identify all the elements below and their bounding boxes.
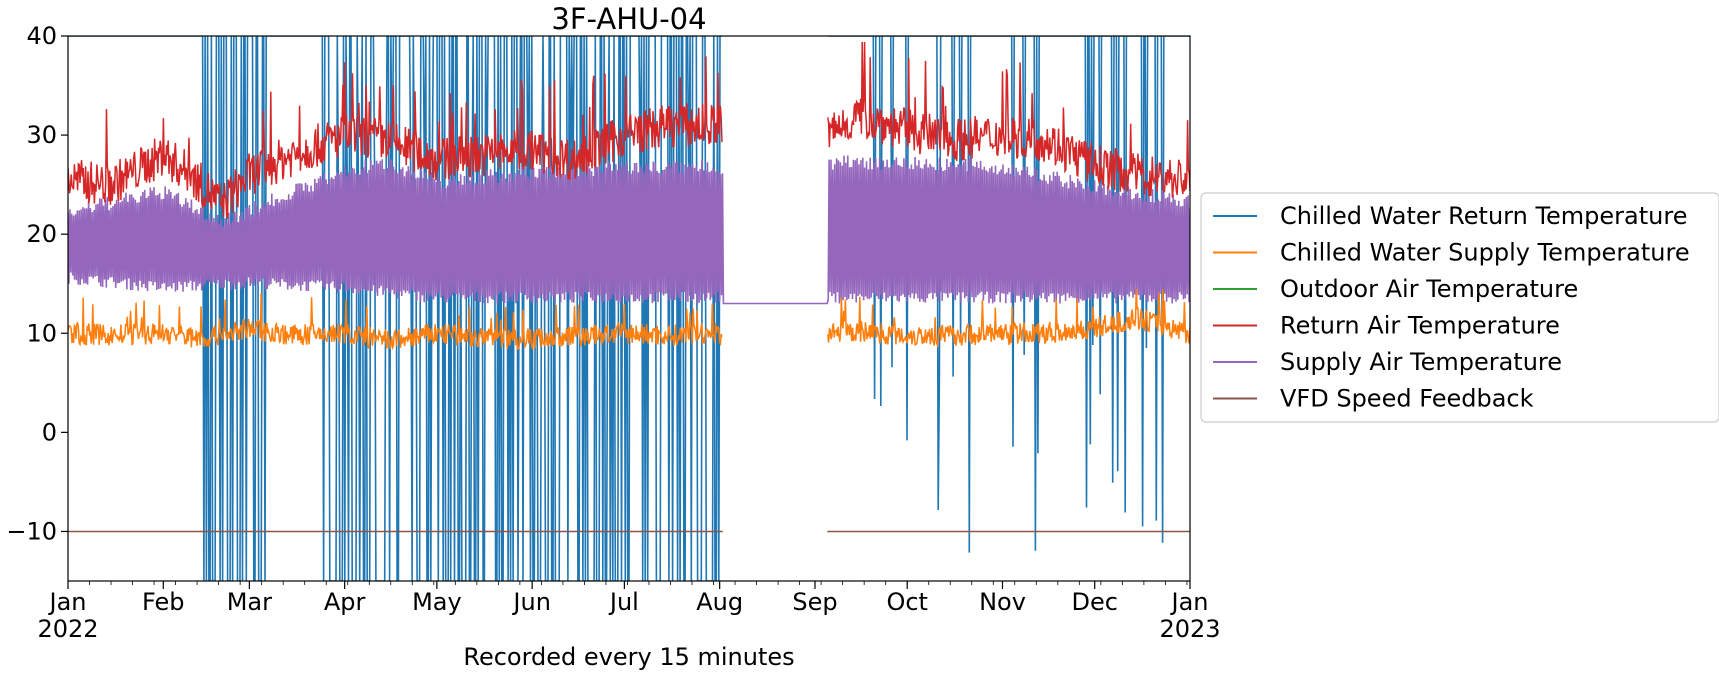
x-tick-label: Jan [1170,588,1209,616]
series-supply-air-temperature [68,155,1190,305]
legend-label: Supply Air Temperature [1280,348,1562,376]
legend-item: Return Air Temperature [1213,312,1560,340]
legend-item: Supply Air Temperature [1213,348,1562,376]
x-tick-label: Jul [608,588,639,616]
x-tick-label: Oct [886,588,928,616]
legend-label: Chilled Water Return Temperature [1280,202,1687,230]
series-chilled-water-return-temperature [68,36,1190,581]
x-tick-label: Dec [1071,588,1117,616]
x-axis-label: Recorded every 15 minutes [463,643,794,671]
series-chilled-water-supply-temperature [68,288,1190,352]
x-tick-sublabel: 2023 [1159,615,1220,643]
y-tick-label: −10 [6,517,57,545]
y-axis: −10 0 10 20 30 40 [6,22,68,545]
legend-item: VFD Speed Feedback [1213,385,1534,413]
legend-label: Return Air Temperature [1280,312,1560,340]
y-tick-label: 0 [42,418,57,446]
legend-item: Outdoor Air Temperature [1213,275,1578,303]
x-tick-label: Jan [48,588,87,616]
x-tick-label: Feb [142,588,185,616]
plot-frame [67,35,1191,582]
series-return-air-temperature [68,41,1190,219]
x-tick-label: Apr [324,588,366,616]
legend: Chilled Water Return Temperature Chilled … [1200,192,1719,423]
y-tick-label: 40 [26,22,57,50]
x-tick-label: May [412,588,462,616]
x-tick-label: Jun [511,588,551,616]
x-tick-label: Mar [227,588,272,616]
x-tick-sublabel: 2022 [37,615,98,643]
legend-label: VFD Speed Feedback [1280,385,1534,413]
legend-label: Outdoor Air Temperature [1280,275,1578,303]
x-tick-label: Aug [696,588,743,616]
y-tick-label: 10 [26,319,57,347]
series-layer [68,36,1190,581]
chart-title: 3F-AHU-04 [551,2,706,36]
legend-item: Chilled Water Supply Temperature [1213,239,1690,267]
y-tick-label: 30 [26,121,57,149]
x-tick-label: Nov [979,588,1026,616]
legend-frame [1200,192,1719,423]
y-tick-label: 20 [26,220,57,248]
x-tick-label: Sep [792,588,837,616]
legend-item: Chilled Water Return Temperature [1213,202,1687,230]
legend-label: Chilled Water Supply Temperature [1280,239,1690,267]
